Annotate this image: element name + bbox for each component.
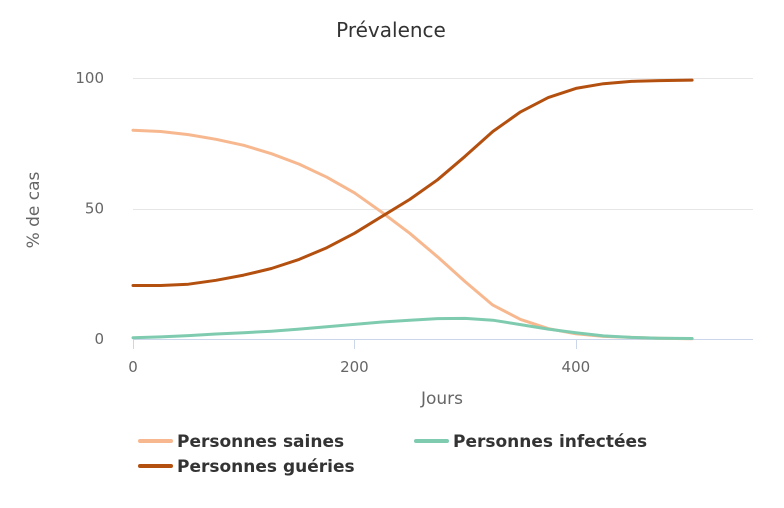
x-tick-label: 400 bbox=[562, 358, 591, 376]
y-axis-title: % de cas bbox=[24, 171, 44, 248]
tick-labels: 0 50 100 0 200 400 bbox=[75, 69, 590, 376]
y-tick-label: 0 bbox=[94, 330, 104, 348]
series-line-0 bbox=[131, 128, 694, 341]
legend-item[interactable]: Personnes guéries bbox=[138, 457, 355, 477]
y-tick-label: 100 bbox=[75, 69, 104, 87]
x-axis-title: Jours bbox=[420, 389, 463, 409]
grid-lines bbox=[133, 78, 753, 349]
legend-label: Personnes guéries bbox=[177, 457, 355, 477]
legend-item[interactable]: Personnes infectées bbox=[414, 432, 647, 452]
x-tick-label: 0 bbox=[128, 358, 138, 376]
legend-label: Personnes infectées bbox=[453, 432, 647, 452]
y-tick-label: 50 bbox=[85, 200, 104, 218]
series-line-2 bbox=[131, 78, 694, 287]
series-line-1 bbox=[131, 316, 694, 340]
series-lines bbox=[131, 78, 694, 341]
chart-title: Prévalence bbox=[336, 18, 446, 42]
legend-item[interactable]: Personnes saines bbox=[138, 432, 344, 452]
legend-label: Personnes saines bbox=[177, 432, 344, 452]
x-tick-label: 200 bbox=[340, 358, 369, 376]
legend[interactable]: Personnes saines Personnes infectées Perso… bbox=[138, 432, 647, 477]
